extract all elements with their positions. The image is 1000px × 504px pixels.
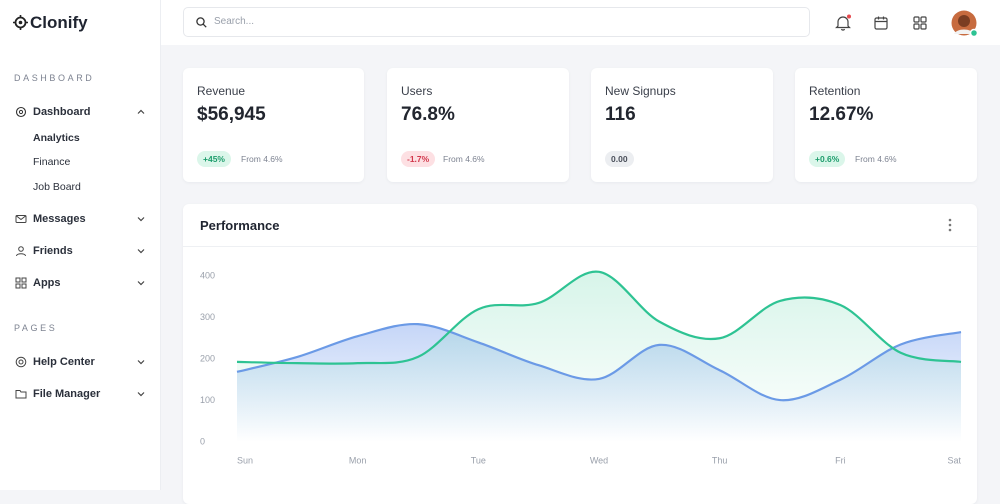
chevron[interactable] xyxy=(136,357,146,367)
stat-label: Retention xyxy=(809,84,861,98)
stat-value: 12.67% xyxy=(809,104,874,125)
stat-label: New Signups xyxy=(605,84,676,98)
stat-note: From 4.6% xyxy=(855,154,897,164)
stat-value: 76.8% xyxy=(401,104,455,125)
chevron[interactable] xyxy=(136,278,146,288)
stat-value: 116 xyxy=(605,104,636,125)
chart-title: Performance xyxy=(200,218,280,233)
sidebar: Clonify DASHBOARD Dashboard Analytics Fi… xyxy=(0,0,161,490)
apps-grid[interactable] xyxy=(913,16,927,30)
chevron[interactable] xyxy=(136,246,146,256)
calendar[interactable] xyxy=(874,16,888,30)
section-title: DASHBOARD xyxy=(14,73,95,83)
stat-label: Users xyxy=(401,84,433,98)
x-tick-label: Mon xyxy=(349,455,367,465)
nav-item[interactable]: Messages xyxy=(33,213,86,225)
nav-item[interactable]: Friends xyxy=(33,245,73,257)
chevron[interactable] xyxy=(136,389,146,399)
search-icon xyxy=(196,17,207,28)
stat-note: From 4.6% xyxy=(241,154,283,164)
x-tick-label: Sat xyxy=(947,455,961,465)
icon xyxy=(16,246,26,257)
nav-item[interactable]: Apps xyxy=(33,277,61,289)
icon xyxy=(15,390,27,399)
y-tick-label: 200 xyxy=(200,353,215,363)
x-tick-label: Wed xyxy=(590,455,608,465)
stat-value: $56,945 xyxy=(197,104,266,125)
x-tick-label: Sun xyxy=(237,455,253,465)
y-tick-label: 300 xyxy=(200,312,215,322)
chevron[interactable] xyxy=(136,214,146,224)
y-tick-label: 400 xyxy=(200,270,215,280)
stat-label: Revenue xyxy=(197,84,246,98)
line xyxy=(236,323,962,402)
search-box[interactable]: Search... xyxy=(183,7,810,37)
icon xyxy=(15,215,27,223)
stat-change: -1.7% xyxy=(401,151,436,167)
y-tick-label: 0 xyxy=(200,436,205,446)
chevron[interactable] xyxy=(136,107,146,117)
section-title: PAGES xyxy=(14,323,58,333)
card-header: Performance xyxy=(183,204,977,247)
stat-change: +0.6% xyxy=(809,151,846,167)
nav-item[interactable]: Help Center xyxy=(33,356,95,368)
stat-card: New Signups 116 0.00 xyxy=(591,68,773,182)
line xyxy=(236,270,962,365)
menu[interactable] xyxy=(947,218,953,232)
stat-note: From 4.6% xyxy=(443,154,485,164)
chart: 0 100 200 300 400 Sun Mon Tue Wed Thu Fri Sat xyxy=(200,270,962,465)
stat-card: Users 76.8% -1.7% From 4.6% xyxy=(387,68,569,182)
nav-subitem[interactable]: Job Board xyxy=(33,181,81,193)
brand[interactable]: Clonify xyxy=(30,13,88,32)
y-tick-label: 100 xyxy=(200,395,215,405)
logo xyxy=(13,15,28,30)
nav-item[interactable]: Dashboard xyxy=(33,106,91,118)
icon xyxy=(15,277,27,289)
x-tick-label: Tue xyxy=(471,455,486,465)
x-tick-label: Fri xyxy=(835,455,846,465)
stat-change: 0.00 xyxy=(605,151,634,167)
icon xyxy=(15,356,27,368)
stat-change: +45% xyxy=(197,151,231,167)
avatar[interactable] xyxy=(951,10,979,38)
icon xyxy=(15,106,27,118)
notifications[interactable] xyxy=(834,14,852,32)
search-placeholder: Search... xyxy=(214,16,255,27)
nav-subitem[interactable]: Finance xyxy=(33,156,71,168)
stat-card: Revenue $56,945 +45% From 4.6% xyxy=(183,68,364,182)
nav-subitem[interactable]: Analytics xyxy=(33,132,80,144)
nav-item[interactable]: File Manager xyxy=(33,388,101,400)
x-tick-label: Thu xyxy=(712,455,728,465)
stat-card: Retention 12.67% +0.6% From 4.6% xyxy=(795,68,977,182)
